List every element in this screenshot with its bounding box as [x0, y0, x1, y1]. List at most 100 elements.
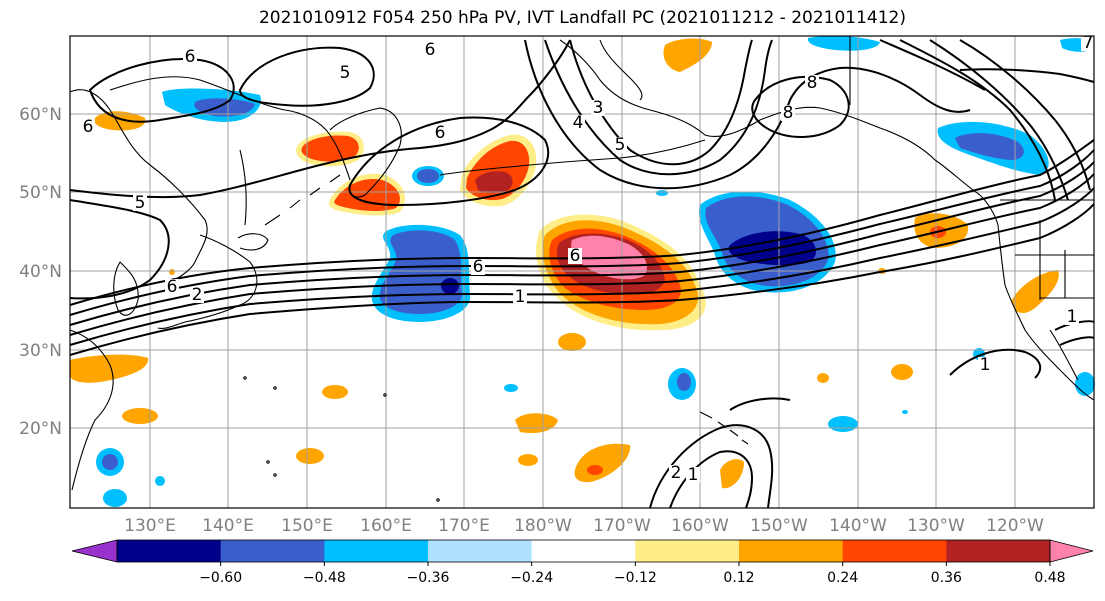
negative-anomaly-north-1-core: [194, 98, 255, 117]
contour-label-bg: [513, 289, 527, 305]
pv-contour-north-8: [751, 76, 850, 138]
pv-contour-jet-6: [69, 203, 1095, 356]
coast-alaska: [559, 39, 936, 161]
colorbar-extend-max: [1049, 539, 1094, 563]
positive-anomaly-west-edge: [70, 354, 149, 383]
contour-label: 2: [671, 463, 682, 483]
positive-patch-9: [891, 364, 913, 380]
negative-patch-11: [656, 190, 668, 196]
colorbar-tick-label: 0.24: [827, 570, 858, 586]
colorbar-tick-label: 0.36: [931, 570, 962, 586]
longitude-labels: 130°E 140°E 150°E 160°E 170°E 180°W 170°W 160°W…: [124, 516, 1044, 536]
contour-label-bg: [183, 49, 197, 65]
lon-label: 160°E: [360, 516, 412, 536]
colorbar-segment: [946, 540, 1051, 562]
contour-label-bg: [433, 125, 447, 141]
colorbar-segment: [117, 540, 222, 562]
positive-patch-7: [518, 454, 538, 466]
contour-label-bg: [613, 137, 627, 153]
pv-contour-southeast-3: [1059, 336, 1095, 346]
contour-label-bg: [471, 259, 485, 275]
contour-label-bg: [1065, 309, 1079, 325]
contour-label-bg: [81, 119, 95, 135]
pv-contour-southeast-1: [949, 348, 1042, 379]
colorbar-segment: [428, 540, 533, 562]
coast-aleutians: [439, 139, 706, 176]
positive-patch-4: [558, 333, 586, 351]
pv-contour-jet-3: [69, 161, 1095, 326]
contour-label: 8: [783, 103, 794, 123]
negative-anomaly-westpac-mid: [379, 230, 463, 314]
contour-label-bg: [423, 42, 437, 58]
coast-china: [69, 329, 114, 491]
colorbar-tick-label: 0.12: [723, 570, 754, 586]
coast-asia-north: [69, 89, 208, 286]
lat-label: 30°N: [19, 341, 62, 361]
coast-korea: [113, 261, 139, 316]
island-dot-6: [273, 473, 277, 477]
coast-baja: [1049, 329, 1079, 381]
island-dot-2: [273, 386, 277, 390]
lon-label: 140°W: [829, 516, 887, 536]
pv-contour-north-10: [929, 39, 1069, 201]
latitude-labels: 60°N 50°N 40°N 30°N 20°N: [19, 105, 62, 439]
coast-hokkaido: [237, 233, 269, 251]
pv-contour-jet-1: [69, 139, 1095, 306]
lat-label: 60°N: [19, 105, 62, 125]
colorbar-tick-label: −0.48: [303, 570, 346, 586]
colorbar-segment: [635, 540, 740, 562]
negative-patch-8: [504, 384, 518, 392]
lon-label: 170°E: [438, 516, 490, 536]
negative-anomaly-bc-mid: [955, 133, 1024, 160]
negative-patch-5: [828, 416, 858, 432]
lat-label: 50°N: [19, 183, 62, 203]
island-dot-5: [266, 460, 270, 464]
colorbar-segment: [220, 540, 325, 562]
negative-anomaly-westpac-core: [441, 278, 459, 294]
contour-label-bg: [686, 467, 700, 483]
contour-label-bg: [1081, 35, 1095, 51]
contour-label-bg: [591, 100, 605, 116]
coast-kurils: [264, 174, 341, 226]
pv-contour-north-6: [544, 39, 773, 176]
lon-label: 120°W: [986, 516, 1044, 536]
graticule: [70, 36, 1094, 508]
coast-alaska-west: [599, 39, 643, 101]
coast-okhotsk: [109, 76, 351, 181]
positive-patch-11: [169, 269, 175, 275]
contour-label-bg: [781, 105, 795, 121]
pv-contour-north-4: [88, 58, 235, 123]
positive-patch-10: [817, 373, 829, 383]
pv-contour-north-9: [899, 39, 1056, 201]
colorbar-segment: [531, 540, 636, 562]
positive-patch-3: [322, 385, 348, 399]
negative-anomaly-arctic: [807, 35, 880, 51]
map-frame: [69, 35, 1095, 509]
lon-label: 140°E: [202, 516, 254, 536]
positive-patch-8: [720, 459, 744, 489]
colorbar: −0.60 −0.48 −0.36 −0.24 −0.12 0.12 0.24 0.36 0.4…: [71, 539, 1094, 586]
contour-label-bg: [669, 465, 683, 481]
positive-anomaly-aleutian-darkred: [475, 171, 513, 193]
colorbar-tick-label: −0.12: [614, 570, 657, 586]
contour-label: 6: [167, 277, 178, 297]
colorbar-tick-label: −0.60: [199, 570, 242, 586]
positive-anomaly-north-small: [94, 111, 146, 131]
negative-patch-10: [902, 410, 908, 414]
contour-label-bg: [338, 65, 352, 81]
lat-label: 40°N: [19, 262, 62, 282]
pv-contour-north-2: [348, 116, 550, 207]
contour-label: 6: [435, 123, 446, 143]
contour-label: 1: [688, 465, 699, 485]
negative-patch-3: [103, 489, 127, 507]
positive-anomaly-okhotsk-orange: [301, 135, 359, 162]
island-dot-4: [436, 498, 440, 502]
contour-label: 1: [515, 287, 526, 307]
positive-anomaly-california: [1012, 270, 1059, 314]
colorbar-frame: [116, 539, 1051, 563]
coastlines: [69, 36, 1095, 502]
contour-label: 1: [1067, 307, 1078, 327]
pv-contour-north-12: [959, 68, 1095, 83]
